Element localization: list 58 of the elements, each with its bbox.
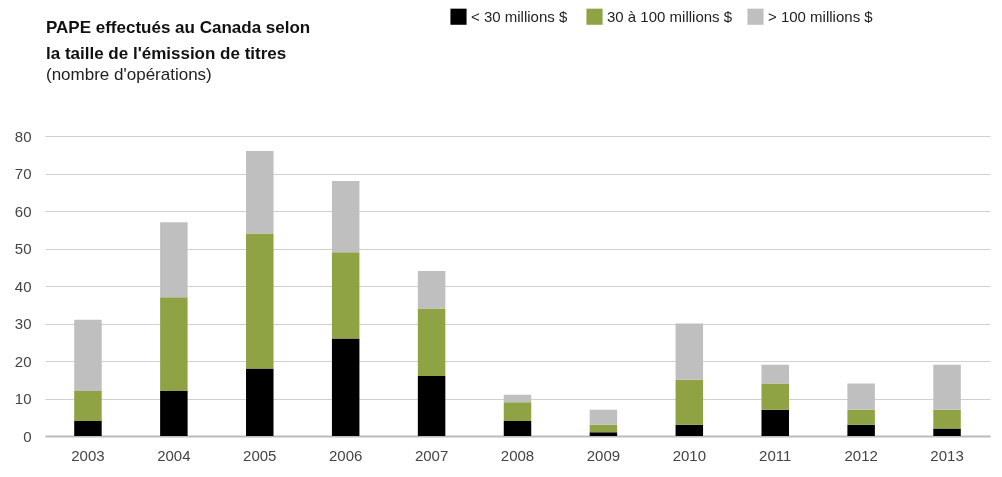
x-tick-label: 2007 <box>414 446 449 464</box>
bar <box>675 323 704 380</box>
bar <box>503 394 532 403</box>
bar <box>933 428 961 436</box>
bar <box>74 319 102 391</box>
bar <box>160 222 188 298</box>
y-tick-label: 60 <box>14 202 32 220</box>
x-tick-label: 2010 <box>672 446 707 464</box>
y-tick-label: 50 <box>14 240 32 257</box>
bar <box>503 402 532 421</box>
bar <box>331 181 360 253</box>
bar <box>675 379 704 425</box>
bar <box>331 338 360 436</box>
bar <box>589 424 618 433</box>
y-tick-label: 40 <box>14 277 32 295</box>
x-tick-label: 2008 <box>500 446 535 464</box>
bar <box>417 271 446 309</box>
bar <box>761 383 789 410</box>
bar <box>761 409 789 436</box>
x-tick-label: 2009 <box>586 446 621 464</box>
legend-label: 30 à 100 millions $ <box>607 7 733 25</box>
x-tick-label: 2003 <box>71 446 105 464</box>
x-tick-label: 2011 <box>759 446 792 464</box>
bar <box>847 383 875 410</box>
bar <box>589 432 618 436</box>
bar <box>933 364 961 410</box>
bar <box>417 308 446 376</box>
bar <box>331 252 360 339</box>
bar <box>246 151 274 234</box>
x-tick-label: 2013 <box>930 446 964 464</box>
chart-title: PAPE effectués au Canada selon la taille de l'émission de titres <box>46 18 311 63</box>
x-tick-label: 2012 <box>844 446 878 464</box>
y-tick-label: 30 <box>14 315 32 332</box>
y-tick-label: 10 <box>14 390 32 407</box>
bar <box>503 421 532 436</box>
bar <box>74 391 102 421</box>
legend-label: < 30 millions $ <box>471 7 568 25</box>
y-tick-label: 70 <box>14 165 32 182</box>
x-tick-label: 2004 <box>157 446 191 464</box>
bar <box>160 391 188 436</box>
bar <box>246 368 274 436</box>
bar <box>847 424 875 436</box>
legend-label: > 100 millions $ <box>768 7 874 25</box>
bar <box>160 297 188 391</box>
bar <box>847 409 875 425</box>
bar <box>246 233 274 369</box>
y-tick-label: 20 <box>14 352 32 370</box>
y-tick-label: 80 <box>14 127 32 145</box>
bar <box>589 409 618 425</box>
bar <box>74 421 102 436</box>
bar <box>417 376 446 436</box>
chart-subtitle: (nombre d'opérations) <box>46 65 212 84</box>
bar <box>761 364 789 384</box>
y-tick-label: 0 <box>23 427 32 445</box>
bar <box>675 424 704 436</box>
x-tick-label: 2005 <box>243 446 277 464</box>
x-tick-label: 2006 <box>328 446 363 464</box>
bar <box>933 409 961 429</box>
